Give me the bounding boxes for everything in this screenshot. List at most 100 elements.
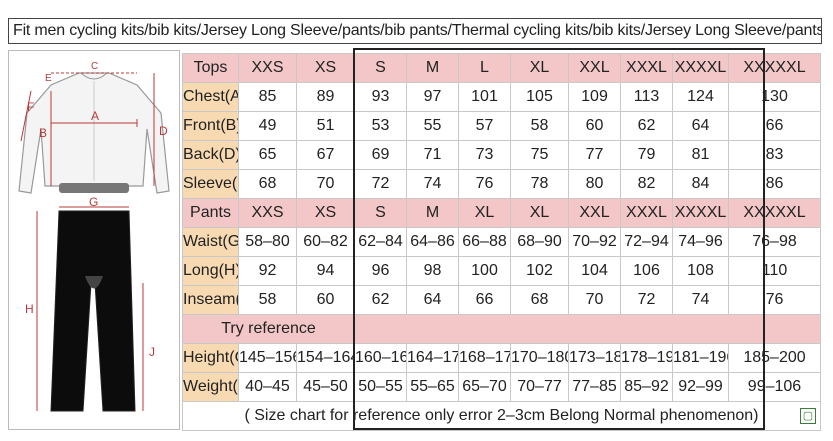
table-cell: 168–172 [458,343,511,373]
table-row: Height(CM) 145–156 154–164 160–168 164–1… [182,343,821,373]
table-cell: 65–70 [458,372,511,402]
table-cell: 51 [296,111,355,141]
size-header: XXXXXL [728,198,821,228]
table-cell: 62 [354,285,407,315]
table-cell: 92 [238,256,297,286]
size-header: XXXXL [672,198,729,228]
table-cell: 71 [406,140,459,170]
row-label: Sleeve(F) [182,169,239,199]
table-cell: 110 [728,256,821,286]
table-cell: 164–172 [406,343,459,373]
table-cell: 60–82 [296,227,355,257]
label-d: D [159,124,168,138]
label-j: J [149,345,155,359]
table-cell: 97 [406,82,459,112]
table-cell: 124 [672,82,729,112]
table-cell: 99–106 [728,372,821,402]
table-cell: 79 [620,140,673,170]
table-cell: 181–196 [672,343,729,373]
table-cell: 60 [568,111,621,141]
table-cell: 68–90 [510,227,569,257]
table-cell: 113 [620,82,673,112]
table-cell: 66–88 [458,227,511,257]
row-label: Inseam(J) [182,285,239,315]
table-cell: 66 [728,111,821,141]
table-cell: 170–180 [510,343,569,373]
size-header: XL [458,198,511,228]
size-header: XXS [238,198,297,228]
table-cell: 50–55 [354,372,407,402]
pants-figure: G H J [25,195,155,412]
table-cell: 58–80 [238,227,297,257]
table-cell: 60 [296,285,355,315]
table-row: Front(B) 49 51 53 55 57 58 60 62 64 66 [182,111,821,141]
table-cell: 72 [354,169,407,199]
table-row: Back(D) 65 67 69 71 73 75 77 79 81 83 [182,140,821,170]
table-row: Inseam(J) 58 60 62 64 66 68 70 72 74 76 [182,285,821,315]
size-header: XL [510,53,569,83]
table-cell: 67 [296,140,355,170]
table-cell: 104 [568,256,621,286]
table-cell: 106 [620,256,673,286]
size-chart-table: Tops XXS XS S M L XL XXL XXXL XXXXL XXXX… [182,53,821,431]
row-label: Waist(G) [182,227,239,257]
table-cell: 98 [406,256,459,286]
table-cell: 65 [238,140,297,170]
table-row: Weight(Kg) 40–45 45–50 50–55 55–65 65–70… [182,372,821,402]
row-label: Weight(Kg) [182,372,239,402]
table-row: Long(H) 92 94 96 98 100 102 104 106 108 … [182,256,821,286]
table-cell: 64–86 [406,227,459,257]
size-header: M [406,198,459,228]
table-cell: 96 [354,256,407,286]
row-label: Height(CM) [182,343,239,373]
table-cell: 76 [728,285,821,315]
size-header: XL [510,198,569,228]
table-cell: 85 [238,82,297,112]
table-cell: 74 [406,169,459,199]
table-cell: 108 [672,256,729,286]
label-a: A [91,109,99,123]
label-c: C [91,61,98,72]
table-cell: 109 [568,82,621,112]
table-cell: 62–84 [354,227,407,257]
table-cell: 66 [458,285,511,315]
table-cell: 100 [458,256,511,286]
table-cell: 55–65 [406,372,459,402]
table-cell: 160–168 [354,343,407,373]
table-cell: 86 [728,169,821,199]
table-row: Waist(G) 58–80 60–82 62–84 64–86 66–88 6… [182,227,821,257]
size-header: XS [296,53,355,83]
table-cell: 72–94 [620,227,673,257]
table-cell: 73 [458,140,511,170]
size-header: XXXXXL [728,53,821,83]
table-cell: 83 [728,140,821,170]
size-header: XXXL [620,53,673,83]
table-row: Chest(A) 85 89 93 97 101 105 109 113 124… [182,82,821,112]
table-cell: 77 [568,140,621,170]
table-cell: 55 [406,111,459,141]
table-row: Sleeve(F) 68 70 72 74 76 78 80 82 84 86 [182,169,821,199]
table-cell: 78 [510,169,569,199]
table-cell: 130 [728,82,821,112]
table-cell: 68 [238,169,297,199]
table-cell: 105 [510,82,569,112]
table-cell: 70–92 [568,227,621,257]
table-cell: 82 [620,169,673,199]
table-cell: 49 [238,111,297,141]
table-cell: 93 [354,82,407,112]
table-cell: 173–183 [568,343,621,373]
table-cell: 53 [354,111,407,141]
table-cell: 145–156 [238,343,297,373]
row-label: Back(D) [182,140,239,170]
size-header: XXXL [620,198,673,228]
table-cell: 77–85 [568,372,621,402]
table-cell: 76–98 [728,227,821,257]
table-cell: 85–92 [620,372,673,402]
table-cell: 94 [296,256,355,286]
try-reference-row: Try reference [182,314,821,344]
tops-header-row: Tops XXS XS S M L XL XXL XXXL XXXXL XXXX… [182,53,821,83]
garment-illustration: F A B C D E G H J [18,61,170,412]
label-e: E [45,73,52,84]
row-label: Chest(A) [182,82,239,112]
table-cell: 45–50 [296,372,355,402]
